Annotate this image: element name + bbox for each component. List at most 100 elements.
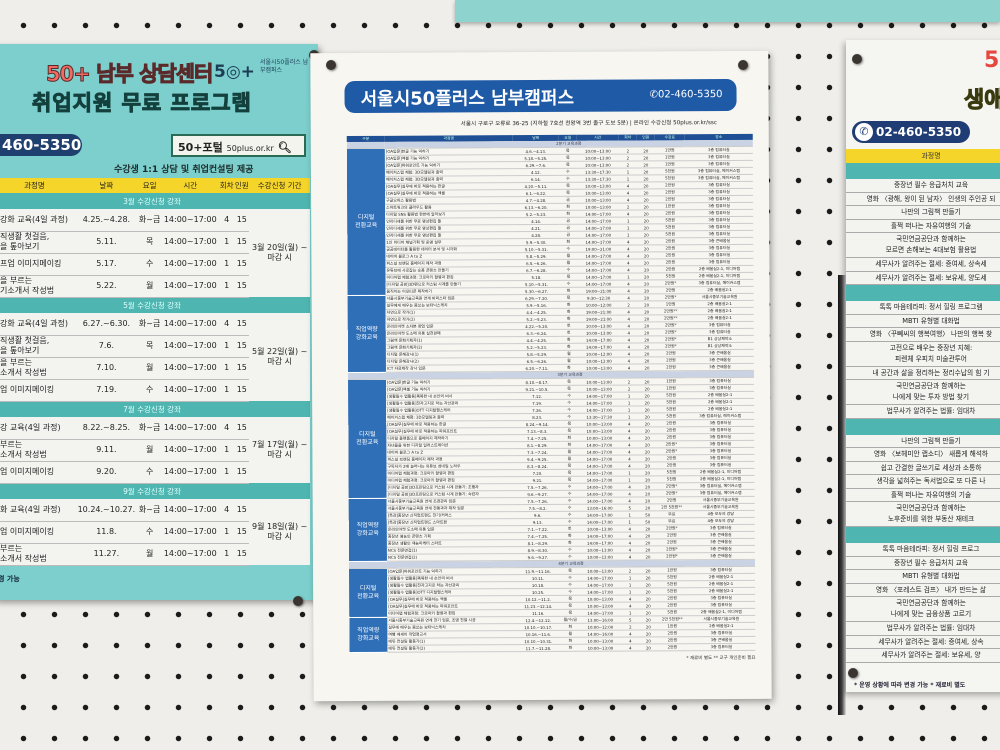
portal-box: 50+포털 50plus.or.kr 🔍︎ <box>171 134 306 157</box>
weekday: 화~금 <box>137 209 162 232</box>
date: 10.24.~10.27. <box>74 499 138 522</box>
registration-period: 9월 18일(월) ~ 마감 시 <box>249 499 310 565</box>
weekday: 화~금 <box>137 417 162 440</box>
table-row: 부르는 소개서 작성법 9.11. 월 14:00~17:00 1 15 <box>0 439 310 462</box>
section-label: 5월 수강신청 강좌 <box>0 297 310 313</box>
registration-period: 5월 22일(월) ~ 마감 시 <box>249 313 310 401</box>
logo-caption: 서울시50플러스 남부캠퍼스 <box>260 59 309 74</box>
right-poster-subtitle: 생애 <box>963 88 1000 114</box>
time: 14:00~17:00 <box>161 521 220 544</box>
section-label: 7월 수강신청 강좌 <box>0 401 310 417</box>
sessions: 1 <box>219 253 235 276</box>
list-item: 나만의 그림책 만들기 <box>846 434 1000 448</box>
weekday: 화 <box>561 644 580 652</box>
sessions: 1 <box>219 335 235 358</box>
course-name: 강 교육(4일 과정) <box>0 417 75 440</box>
section-label: 3월 수강신청 강좌 <box>0 193 310 209</box>
list-item: 내 공간과 삶을 정리하는 정리수납의 힘 기 <box>846 366 1000 380</box>
column-header: 요일 <box>137 178 162 193</box>
portal-label: 50+포털 <box>178 141 223 154</box>
list-item: 국민연금공단과 함께하는 모르면 손해보는 4대보험 활용법 <box>846 233 1000 258</box>
portal-url: 50plus.or.kr <box>226 144 274 153</box>
list-item: 세무사가 알려주는 절세: 증여세, 상속 <box>846 635 1000 649</box>
time: 14:00~17:00 <box>161 335 220 358</box>
capacity: 15 <box>234 209 250 232</box>
pushpin <box>738 60 748 70</box>
weekday: 목 <box>137 231 162 254</box>
column-header: 수강신청 기간 <box>249 178 310 193</box>
capacity: 15 <box>234 543 250 566</box>
date: 5.22. <box>74 275 138 298</box>
category-cell: 직업역량 강화교육 <box>349 617 388 653</box>
time: 14:00~17:00 <box>161 275 220 298</box>
weekday: 화~금 <box>137 499 162 522</box>
pushpin <box>848 668 858 678</box>
capacity: 15 <box>234 461 250 484</box>
column-header: 인원 <box>234 178 250 193</box>
sessions: 1 <box>219 461 235 484</box>
list-item: 세무사가 알려주는 절세: 보유세, 양도세 <box>846 271 1000 285</box>
category-cell: 직업역량 강화교육 <box>348 498 387 562</box>
fee: 2만원 <box>657 643 688 651</box>
time: 14:00~17:00 <box>161 379 220 402</box>
list-item: 영화 〈광해, 왕이 된 남자〉 인생의 주인공 되 <box>846 192 1000 206</box>
phone-badge: 460-5350 <box>0 134 82 156</box>
left-poster-footer: 경 가능 <box>0 575 20 583</box>
time: 14:00~17:00 <box>161 417 220 440</box>
sessions: 1 <box>219 379 235 402</box>
date: 11.7.~11.28. <box>515 644 562 652</box>
section-bar: 3월 수강신청 강좌 <box>0 193 310 209</box>
right-poster-title: 50 <box>984 48 1000 73</box>
search-icon: 🔍︎ <box>277 141 292 154</box>
sessions: 1 <box>219 439 235 462</box>
sessions: 4 <box>219 499 235 522</box>
right-poster-footer: * 운영 상황에 따라 변경 가능 * 재료비 별도 <box>854 682 966 689</box>
capacity: 15 <box>234 357 250 380</box>
section-label: 9월 수강신청 강좌 <box>0 483 310 499</box>
list-item: 국민연금공단과 함께하는 나에게 맞는 투자 방법 찾기 <box>846 380 1000 405</box>
time: 14:00~17:00 <box>161 439 220 462</box>
table-row: 강 교육(4일 과정) 8.22.~8.25. 화~금 14:00~17:00 4 15 7… <box>0 417 310 483</box>
table-row: 직생활 첫걸음, 을 톺아보기 5.11. 목 14:00~17:00 1 15 <box>0 231 310 254</box>
weekday: 월 <box>137 275 162 298</box>
time: 14:00~17:00 <box>161 499 220 522</box>
phone-number: 02-460-5350 <box>876 125 962 139</box>
sessions: 4 <box>219 209 235 232</box>
column-header: 날짜 <box>74 178 138 193</box>
capacity: 15 <box>234 275 250 298</box>
list-item: 중장년 필수 응급처치 교육 <box>846 179 1000 193</box>
course-name: 강화 교육(4일 과정) <box>0 209 75 232</box>
capacity: 15 <box>234 499 250 522</box>
course-name: 프업 이미지메이킹 <box>0 253 75 276</box>
left-poster-title: 50+ 남부 상담센터 <box>45 62 213 87</box>
course-name: 업 이미지메이킹 <box>0 379 75 402</box>
capacity: 15 <box>234 231 250 254</box>
time: 10:00~13:00 <box>579 644 622 652</box>
pushpin <box>852 54 862 64</box>
center-poster-note: * 재료비 별도 ** 교구 개인준비 필요 <box>686 655 756 662</box>
weekday: 화~금 <box>137 313 162 336</box>
course-name: 에듀 컨설팅 활동가(2) <box>387 644 516 653</box>
course-name: 강화 교육(4일 과정) <box>0 313 75 336</box>
capacity: 15 <box>234 253 250 276</box>
course-name: 업 이미지메이킹 <box>0 461 75 484</box>
list-item: 영화 〈꾸뻬씨의 행복여행〉 나만의 행복 찾 <box>846 328 1000 342</box>
top-poster-edge <box>455 0 1000 22</box>
list-item: 세무사가 알려주는 절세: 증여세, 상속세 <box>846 258 1000 272</box>
capacity: 15 <box>234 313 250 336</box>
capacity: 15 <box>234 521 250 544</box>
section-bar: 5월 수강신청 강좌 <box>0 297 310 313</box>
capacity: 15 <box>234 417 250 440</box>
weekday: 수 <box>137 253 162 276</box>
time: 14:00~17:00 <box>161 461 220 484</box>
capacity: 15 <box>234 335 250 358</box>
right-course-list: 과정명 중장년 필수 응급처치 교육 영화 〈광해, 왕이 된 남자〉 인생의 주… <box>846 149 1000 663</box>
left-schedule-table: 과정명 날짜 요일 시간 회차 인원 수강신청 기간 3월 수강신청 강좌 강화 교육(4일 … <box>0 178 310 566</box>
registration-period: 7월 17일(월) ~ 마감 시 <box>249 417 310 483</box>
course-name: 을 부르는 기소개서 작성법 <box>0 275 75 298</box>
section-bar <box>846 285 1000 301</box>
list-item: 톡톡 마음테라피: 정서 힐링 프로그램 <box>846 301 1000 315</box>
pushpin <box>293 596 303 606</box>
date: 7.6. <box>74 335 138 358</box>
course-name: 직생활 첫걸음, 을 톺아보기 <box>0 335 75 358</box>
